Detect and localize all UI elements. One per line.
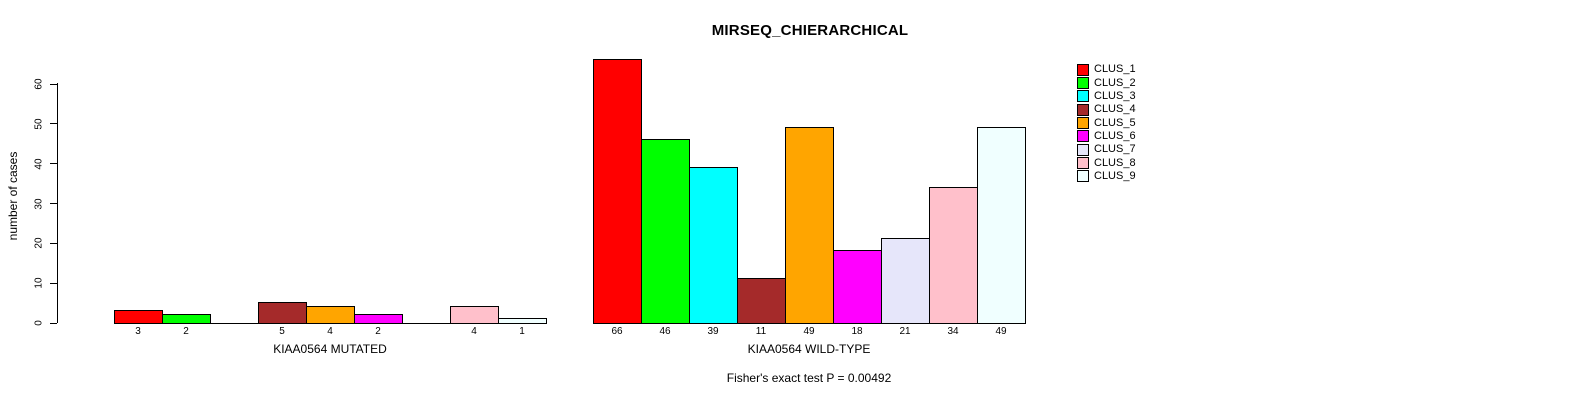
y-axis-tick-label: 10 bbox=[33, 277, 45, 289]
y-axis-tick bbox=[50, 123, 57, 125]
y-axis-tick-label: 30 bbox=[33, 197, 45, 210]
y-axis-tick-label: 0 bbox=[33, 320, 45, 326]
bar-value-label: 5 bbox=[279, 326, 285, 337]
y-axis-tick bbox=[50, 83, 57, 85]
legend-item: CLUS_3 bbox=[1077, 90, 1136, 103]
legend-label: CLUS_1 bbox=[1094, 63, 1136, 76]
y-axis-tick bbox=[50, 163, 57, 165]
y-axis-tick bbox=[50, 242, 57, 244]
legend-item: CLUS_5 bbox=[1077, 116, 1136, 130]
bar-value-label: 49 bbox=[803, 326, 815, 337]
bar-clus_5 bbox=[785, 126, 834, 324]
bar-value-label: 1 bbox=[519, 326, 525, 337]
legend-label: CLUS_2 bbox=[1094, 76, 1136, 89]
y-axis-line bbox=[57, 83, 58, 323]
legend-label: CLUS_3 bbox=[1094, 89, 1136, 102]
legend-label: CLUS_5 bbox=[1094, 116, 1136, 129]
legend-swatch bbox=[1077, 90, 1089, 103]
bar-clus_4 bbox=[737, 278, 786, 324]
legend-swatch bbox=[1077, 170, 1089, 183]
y-axis-tick-label: 50 bbox=[33, 118, 45, 130]
bar-value-label: 66 bbox=[611, 326, 623, 337]
y-axis-tick bbox=[50, 322, 57, 324]
legend-label: CLUS_6 bbox=[1094, 129, 1136, 142]
legend-item: CLUS_7 bbox=[1077, 143, 1136, 156]
group-caption: KIAA0564 MUTATED bbox=[273, 342, 387, 356]
bar-clus_8 bbox=[450, 306, 499, 324]
legend-swatch bbox=[1077, 103, 1089, 116]
legend-item: CLUS_2 bbox=[1077, 76, 1136, 90]
bar-clus_9 bbox=[498, 318, 547, 324]
legend-item: CLUS_4 bbox=[1077, 103, 1136, 116]
bar-value-label: 2 bbox=[183, 326, 189, 337]
bar-value-label: 4 bbox=[471, 326, 477, 337]
chart-title: MIRSEQ_CHIERARCHICAL bbox=[711, 22, 909, 39]
bar-clus_1 bbox=[114, 310, 163, 324]
bar-value-label: 18 bbox=[851, 326, 863, 337]
bar-clus_2 bbox=[162, 314, 211, 324]
bar-value-label: 2 bbox=[375, 326, 381, 337]
bar-clus_8 bbox=[929, 186, 978, 324]
bar-value-label: 11 bbox=[755, 326, 767, 337]
bar-clus_6 bbox=[833, 250, 882, 324]
bar-clus_1 bbox=[593, 59, 642, 324]
bar-clus_3-zero bbox=[210, 323, 259, 324]
legend-swatch bbox=[1077, 157, 1089, 170]
bar-clus_7 bbox=[881, 238, 930, 324]
bar-clus_6 bbox=[354, 314, 403, 324]
bar-clus_7-zero bbox=[402, 323, 451, 324]
legend-swatch bbox=[1077, 77, 1089, 90]
y-axis-tick-label: 20 bbox=[33, 237, 45, 249]
legend-label: CLUS_9 bbox=[1094, 169, 1136, 182]
bar-value-label: 39 bbox=[707, 326, 719, 337]
legend-label: CLUS_8 bbox=[1094, 156, 1136, 169]
legend-item: CLUS_6 bbox=[1077, 130, 1136, 143]
legend-label: CLUS_4 bbox=[1094, 103, 1136, 116]
y-axis-tick-label: 40 bbox=[33, 158, 45, 170]
y-axis-title: number of cases bbox=[6, 151, 20, 241]
bar-value-label: 46 bbox=[659, 326, 671, 337]
legend-swatch bbox=[1077, 143, 1089, 156]
legend-swatch bbox=[1077, 63, 1089, 76]
legend-swatch bbox=[1077, 130, 1089, 143]
legend-label: CLUS_7 bbox=[1094, 143, 1136, 156]
y-axis-tick bbox=[50, 282, 57, 284]
bar-value-label: 34 bbox=[947, 326, 959, 337]
bar-value-label: 4 bbox=[327, 326, 333, 337]
y-axis-tick bbox=[50, 203, 57, 204]
footnote-text: Fisher's exact test P = 0.00492 bbox=[726, 371, 892, 385]
bar-value-label: 21 bbox=[899, 326, 911, 337]
bar-clus_3 bbox=[689, 166, 738, 324]
bar-clus_4 bbox=[258, 302, 307, 324]
bar-clus_2 bbox=[641, 138, 690, 324]
group-caption: KIAA0564 WILD-TYPE bbox=[747, 342, 871, 356]
legend-item: CLUS_1 bbox=[1077, 63, 1136, 76]
y-axis-tick-label: 60 bbox=[33, 78, 45, 90]
legend-swatch bbox=[1077, 117, 1089, 130]
legend-item: CLUS_8 bbox=[1077, 156, 1136, 170]
bar-clus_9 bbox=[977, 126, 1026, 324]
legend-item: CLUS_9 bbox=[1077, 170, 1136, 183]
bar-value-label: 49 bbox=[995, 326, 1007, 337]
bar-value-label: 3 bbox=[135, 326, 141, 337]
legend: CLUS_1 CLUS_2 CLUS_3 CLUS_4 CLUS_5 CLUS_6 CLUS… bbox=[1077, 63, 1136, 183]
bar-clus_5 bbox=[306, 306, 355, 324]
